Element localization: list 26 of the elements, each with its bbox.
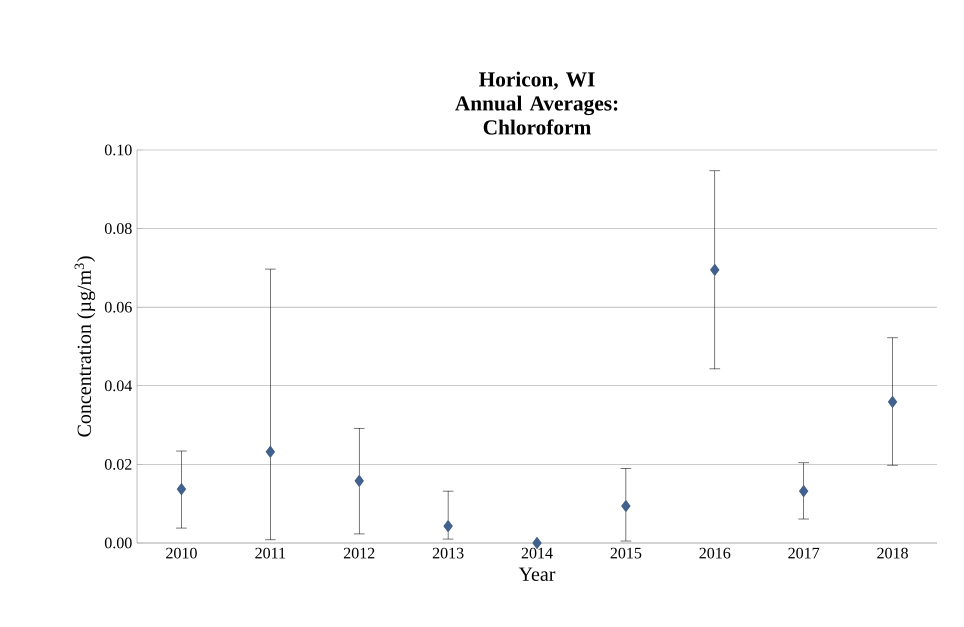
x-tick-label: 2010 bbox=[166, 548, 197, 558]
y-tick-label: 0.00 bbox=[104, 538, 132, 548]
point bbox=[354, 474, 364, 488]
x-tick-label: 2011 bbox=[255, 548, 286, 558]
point bbox=[888, 396, 898, 408]
x-axis-title: Year bbox=[518, 568, 556, 581]
point bbox=[798, 484, 808, 498]
point bbox=[710, 264, 720, 276]
y-axis-title: Concentration (µg/m$^{3}$) bbox=[74, 256, 96, 437]
x-tick-label: 2015 bbox=[610, 548, 642, 558]
point bbox=[621, 500, 631, 512]
x-tick-label: 2013 bbox=[432, 548, 464, 558]
point bbox=[266, 446, 276, 458]
y-tick-label: 0.06 bbox=[104, 302, 132, 313]
y-tick-label: 0.04 bbox=[104, 380, 132, 392]
chart-title: Horicon, WI Annual Averages: Chloroform bbox=[455, 72, 618, 135]
y-tick-label: 0.10 bbox=[104, 144, 132, 156]
x-tick-label: 2017 bbox=[788, 548, 820, 558]
y-tick-label: 0.08 bbox=[104, 223, 132, 234]
x-tick-label: 2014 bbox=[522, 548, 553, 558]
x-tick-label: 2018 bbox=[877, 548, 908, 558]
x-tick-label: 2016 bbox=[699, 548, 730, 558]
point bbox=[176, 482, 186, 496]
point bbox=[443, 520, 453, 532]
x-tick-label: 2012 bbox=[344, 548, 374, 558]
y-tick-label: 0.02 bbox=[104, 458, 132, 470]
